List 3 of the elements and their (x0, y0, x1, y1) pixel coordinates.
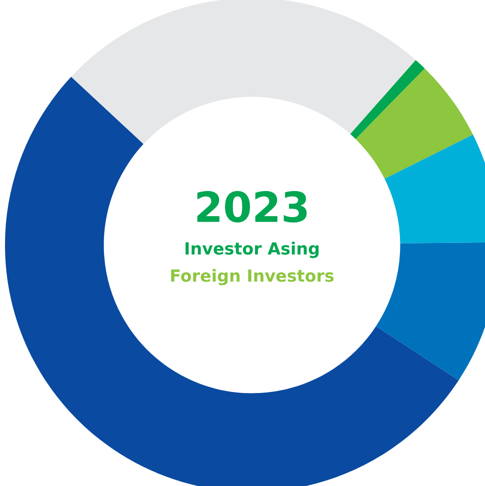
text: Investor Asing (186, 242, 319, 258)
text: 2023 (197, 190, 307, 223)
text: Foreign Investors (171, 268, 334, 286)
